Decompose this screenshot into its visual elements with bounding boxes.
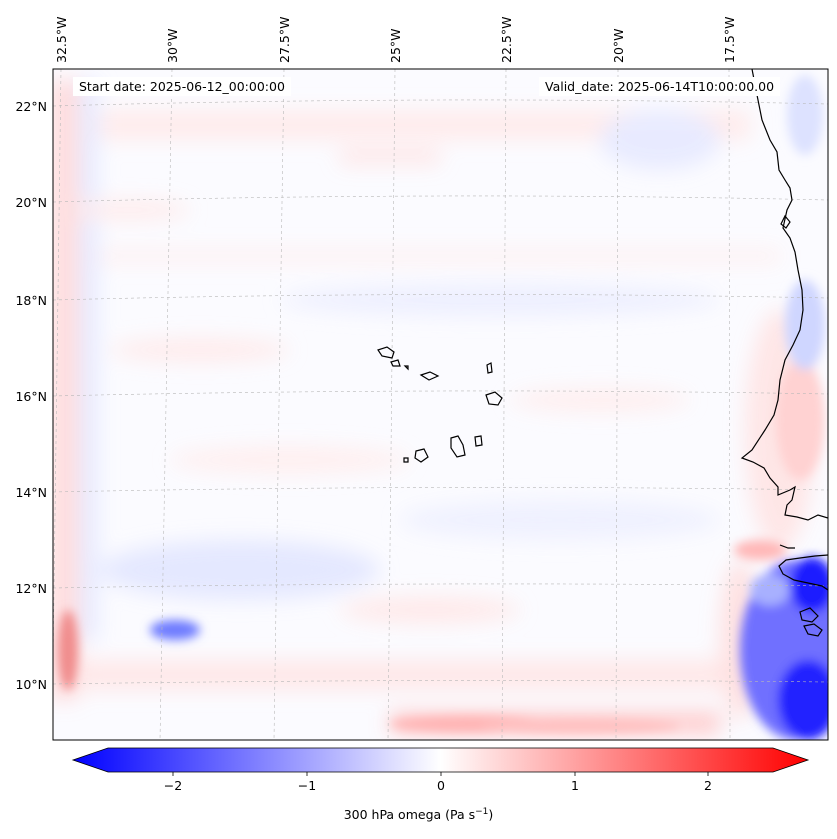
colorbar-label-main: 300 hPa omega (Pa s (343, 807, 476, 823)
colorbar-tick-label: −1 (298, 778, 316, 793)
lat-label: 16°N (15, 389, 47, 404)
latitude-labels: 22°N 20°N 18°N 16°N 14°N 12°N 10°N (15, 99, 47, 692)
colorbar-label-exponent: −1 (475, 807, 489, 817)
lat-label: 18°N (15, 293, 47, 308)
map-frame (52, 68, 829, 741)
omega-field (53, 69, 828, 740)
lon-label: 30°W (165, 28, 180, 63)
colorbar-tick-label: 0 (437, 778, 445, 793)
lat-label: 22°N (15, 99, 47, 114)
colorbar-label: 300 hPa omega (Pa s−1) (0, 807, 837, 822)
colorbar-tick-label: 2 (704, 778, 712, 793)
lon-label: 25°W (388, 28, 403, 63)
longitude-labels: 32.5°W 30°W 27.5°W 25°W 22.5°W 20°W 17.5… (54, 17, 737, 63)
colorbar-tick-label: −2 (164, 778, 182, 793)
colorbar-label-end: ) (488, 807, 494, 823)
lon-label: 17.5°W (722, 17, 737, 63)
cape-verde-islands (377, 346, 395, 359)
colorbar-tick-label: 1 (571, 778, 579, 793)
lon-label: 22.5°W (499, 17, 514, 63)
lon-label: 20°W (611, 28, 626, 63)
lon-label: 27.5°W (277, 17, 292, 63)
lat-label: 12°N (15, 581, 47, 596)
valid-date-label: Valid_date: 2025-06-14T10:00:00.00 (539, 77, 781, 96)
africa-coastline (740, 69, 828, 521)
lat-label: 14°N (15, 485, 47, 500)
coastlines (377, 69, 828, 637)
colorbar-bar (71, 747, 810, 773)
start-date-label: Start date: 2025-06-12_00:00:00 (73, 77, 291, 96)
colorbar: −2 −1 0 1 2 (71, 747, 810, 793)
lon-label: 32.5°W (54, 17, 69, 63)
lat-label: 20°N (15, 195, 47, 210)
lat-label: 10°N (15, 677, 47, 692)
